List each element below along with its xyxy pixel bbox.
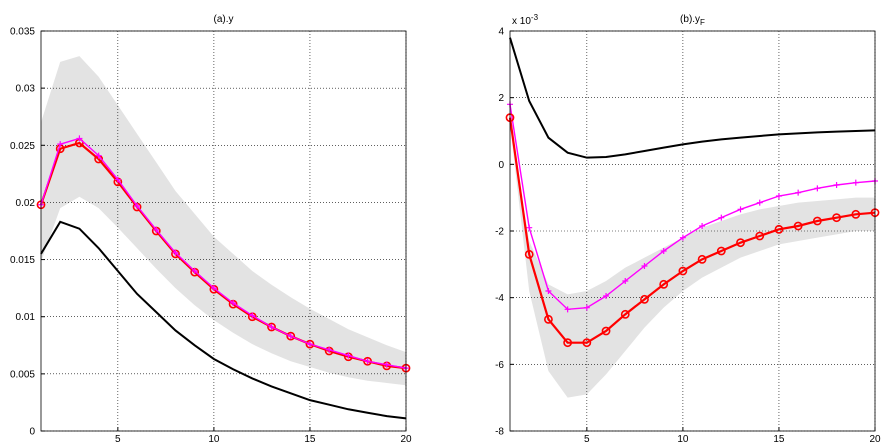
series-line — [40, 220, 407, 420]
series-line — [509, 37, 876, 159]
plus-marker — [756, 199, 763, 206]
circle-marker — [620, 309, 630, 319]
circle-marker — [544, 314, 553, 324]
circle-marker — [678, 266, 688, 276]
x-tick-label: 15 — [773, 434, 785, 443]
plus-marker — [134, 202, 141, 209]
y-tick-label: -2 — [495, 227, 504, 238]
y-tick-label: 0 — [29, 427, 35, 438]
plus-marker — [718, 214, 725, 221]
plus-marker — [679, 234, 686, 241]
plus-marker — [172, 249, 179, 256]
y-tick-label: 0.02 — [16, 198, 36, 209]
plus-marker — [795, 189, 802, 196]
plus-marker — [833, 182, 840, 188]
circle-marker — [832, 213, 841, 223]
y-tick-label: 0.015 — [10, 255, 35, 266]
plus-marker — [306, 341, 313, 348]
circle-marker — [563, 338, 573, 348]
chart-title: (b).yF — [680, 14, 705, 27]
circle-marker — [267, 322, 276, 332]
plus-marker — [814, 185, 821, 192]
circle-marker — [736, 238, 745, 248]
y-tick-label: 0.025 — [10, 141, 35, 152]
circle-marker — [524, 249, 534, 259]
y-tick-label: -6 — [495, 360, 504, 371]
plus-marker — [95, 152, 102, 159]
circle-marker — [286, 331, 296, 341]
y-tick-label: -4 — [495, 293, 504, 304]
plus-marker — [699, 223, 706, 229]
y-tick-label: 0.01 — [16, 312, 36, 323]
plus-marker — [526, 224, 533, 231]
plus-marker — [603, 293, 610, 299]
circle-marker — [774, 224, 784, 234]
x-tick-label: 5 — [584, 434, 590, 443]
plus-marker — [114, 176, 121, 183]
plus-marker — [737, 206, 744, 213]
circle-marker — [601, 326, 611, 336]
plus-marker — [76, 135, 83, 142]
circle-marker — [716, 246, 726, 256]
axes-frame — [40, 30, 407, 432]
title-text: (b).y — [680, 14, 700, 25]
y-tick-label: 0.005 — [10, 369, 35, 380]
confidence-band — [510, 124, 875, 398]
series-line — [509, 104, 876, 311]
circle-marker — [755, 231, 765, 241]
plus-marker — [852, 179, 859, 186]
plus-marker — [249, 312, 256, 319]
confidence-band — [41, 56, 406, 386]
plus-marker — [622, 278, 629, 284]
x-tick-label: 5 — [115, 434, 121, 443]
plus-marker — [641, 263, 648, 269]
plus-marker — [775, 193, 782, 199]
plus-marker — [326, 346, 333, 353]
y-tick-label: 0 — [498, 160, 504, 171]
series-line — [40, 137, 407, 369]
y-tick-label: 4 — [498, 27, 504, 38]
plus-marker — [210, 285, 217, 292]
plus-marker — [287, 333, 294, 340]
circle-marker — [305, 339, 315, 349]
multiplier-text: x 10 — [512, 16, 531, 27]
y-tick-label: 0.035 — [10, 27, 35, 38]
x-tick-label: 10 — [677, 434, 689, 443]
circle-marker — [582, 338, 592, 348]
plus-marker — [364, 358, 371, 365]
circle-marker — [640, 294, 649, 304]
circle-marker — [659, 279, 669, 289]
plus-marker — [230, 300, 237, 306]
plus-marker — [660, 248, 667, 254]
axes-frame — [509, 30, 876, 432]
plus-marker — [545, 288, 552, 294]
plus-marker — [191, 268, 198, 274]
plus-marker — [268, 324, 275, 330]
y-tick-label: 0.03 — [16, 84, 36, 95]
circle-marker — [851, 209, 861, 219]
plus-marker — [383, 361, 390, 368]
plus-marker — [583, 304, 590, 311]
y-tick-label: -8 — [495, 427, 504, 438]
circle-marker — [812, 216, 822, 226]
x-tick-label: 20 — [400, 434, 412, 443]
x-tick-label: 20 — [869, 434, 881, 443]
multiplier-exponent: -3 — [531, 13, 539, 22]
y-tick-label: 2 — [498, 93, 504, 104]
title-text: (a).y — [214, 14, 234, 25]
axis-multiplier: x 10-3 — [512, 13, 539, 27]
plus-marker — [345, 352, 352, 359]
x-tick-label: 10 — [208, 434, 220, 443]
plus-marker — [153, 226, 160, 233]
plus-marker — [564, 306, 571, 313]
title-subscript: F — [700, 18, 705, 27]
circle-marker — [697, 254, 707, 264]
chart-title: (a).y — [214, 14, 234, 25]
plus-marker — [57, 141, 64, 148]
circle-marker — [793, 221, 803, 231]
x-tick-label: 15 — [304, 434, 316, 443]
